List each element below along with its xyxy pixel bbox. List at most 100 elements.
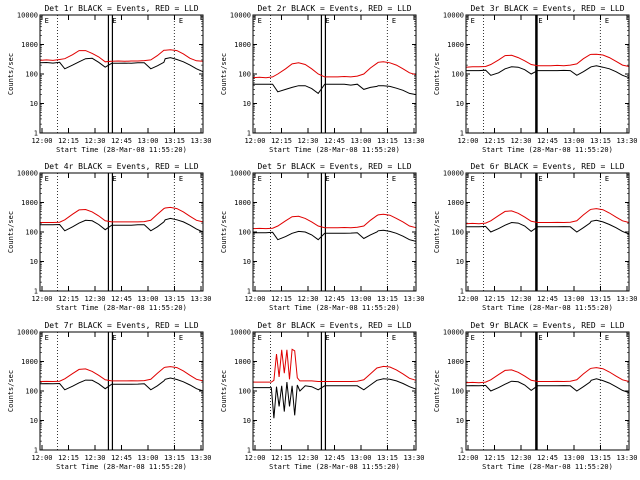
event-marker-label: E [112, 175, 116, 183]
plot-frame [465, 172, 630, 292]
series-line-red [465, 367, 630, 384]
x-tick-label: 13:00 [350, 454, 371, 462]
y-axis-label: Counts/sec [7, 53, 15, 95]
series-line-black [465, 378, 630, 394]
plot-frame [39, 172, 204, 292]
y-tick-label: 10000 [230, 170, 251, 178]
y-tick-label: 10000 [17, 329, 38, 337]
y-tick-label: 100 [238, 388, 251, 396]
x-tick-label: 12:15 [58, 454, 79, 462]
x-tick-label: 12:15 [58, 137, 79, 145]
y-tick-label: 1000 [447, 358, 464, 366]
series-line-red [465, 208, 630, 225]
y-tick-label: 10000 [443, 329, 464, 337]
plot-frame [465, 14, 630, 134]
y-tick-label: 100 [25, 229, 38, 237]
x-tick-label: 12:30 [297, 454, 318, 462]
event-marker-label: E [538, 175, 542, 183]
event-marker-label: E [471, 334, 475, 342]
chart-title: Det 3r BLACK = Events, RED = LLD [470, 4, 624, 13]
event-marker-label: E [179, 17, 183, 25]
chart-panel-9: Det 9r BLACK = Events, RED = LLD 1 10 100 10… [433, 321, 638, 471]
x-tick-label: 12:45 [324, 295, 345, 303]
x-tick-label: 12:15 [484, 454, 505, 462]
chart-panel-1: Det 1r BLACK = Events, RED = LLD 1 10 100 10… [7, 4, 212, 154]
x-tick-label: 13:30 [616, 295, 637, 303]
series-line-red [252, 213, 417, 230]
y-axis-label: Counts/sec [433, 53, 441, 95]
x-tick-label: 12:30 [84, 137, 105, 145]
x-axis-label: Start Time (28-Mar-08 11:55:20) [56, 146, 187, 154]
x-tick-label: 12:15 [484, 137, 505, 145]
event-marker-label: E [179, 334, 183, 342]
x-axis-label: Start Time (28-Mar-08 11:55:20) [482, 146, 613, 154]
x-tick-label: 12:00 [457, 137, 478, 145]
series-line-black [39, 377, 204, 392]
event-marker-label: E [258, 17, 262, 25]
event-marker-label: E [45, 175, 49, 183]
plot-frame [465, 331, 630, 451]
y-tick-label: 10 [243, 258, 251, 266]
x-tick-label: 12:15 [484, 295, 505, 303]
event-marker-label: E [605, 175, 609, 183]
x-tick-label: 12:45 [111, 454, 132, 462]
event-marker-label: E [325, 175, 329, 183]
x-tick-label: 12:30 [297, 295, 318, 303]
x-axis-label: Start Time (28-Mar-08 11:55:20) [56, 463, 187, 471]
series-line-red [252, 61, 417, 79]
y-tick-label: 100 [25, 388, 38, 396]
x-axis-label: Start Time (28-Mar-08 11:55:20) [482, 463, 613, 471]
x-tick-label: 13:30 [403, 295, 424, 303]
y-tick-label: 1000 [234, 199, 251, 207]
x-tick-label: 13:30 [190, 137, 211, 145]
plot-frame [39, 331, 204, 451]
series-line-black [40, 217, 204, 233]
y-axis-label: Counts/sec [7, 370, 15, 412]
y-axis-label: Counts/sec [220, 370, 228, 412]
y-tick-label: 10 [456, 100, 464, 108]
x-tick-label: 13:15 [164, 295, 185, 303]
y-tick-label: 1 [34, 447, 38, 455]
chart-panel-4: Det 4r BLACK = Events, RED = LLD 1 10 100 10… [7, 162, 212, 312]
chart-panel-7: Det 7r BLACK = Events, RED = LLD 1 10 100 10… [7, 321, 212, 471]
y-tick-label: 10000 [230, 329, 251, 337]
x-tick-label: 13:30 [616, 454, 637, 462]
x-tick-label: 12:30 [84, 454, 105, 462]
x-tick-label: 13:30 [616, 137, 637, 145]
chart-title: Det 2r BLACK = Events, RED = LLD [257, 4, 411, 13]
x-tick-label: 12:00 [244, 295, 265, 303]
y-tick-label: 10000 [443, 12, 464, 20]
chart-title: Det 8r BLACK = Events, RED = LLD [257, 321, 411, 330]
x-tick-label: 13:15 [590, 295, 611, 303]
x-axis-label: Start Time (28-Mar-08 11:55:20) [56, 304, 187, 312]
x-tick-label: 12:15 [271, 137, 292, 145]
y-axis-label: Counts/sec [220, 211, 228, 253]
series-line-red [39, 49, 204, 63]
x-tick-label: 13:00 [350, 295, 371, 303]
series-line-black [466, 219, 630, 235]
event-marker-label: E [392, 17, 396, 25]
y-tick-label: 10 [243, 417, 251, 425]
y-tick-label: 1000 [21, 358, 38, 366]
y-tick-label: 1000 [447, 199, 464, 207]
y-tick-label: 1 [247, 447, 251, 455]
event-marker-label: E [45, 334, 49, 342]
x-tick-label: 13:15 [164, 137, 185, 145]
y-tick-label: 1 [247, 288, 251, 296]
x-tick-label: 12:45 [324, 454, 345, 462]
event-marker-label: E [325, 17, 329, 25]
x-axis-label: Start Time (28-Mar-08 11:55:20) [269, 146, 400, 154]
event-marker-label: E [45, 17, 49, 25]
x-tick-label: 13:15 [164, 454, 185, 462]
x-tick-label: 12:00 [31, 137, 52, 145]
y-tick-label: 10 [456, 258, 464, 266]
chart-title: Det 1r BLACK = Events, RED = LLD [44, 4, 198, 13]
x-tick-label: 13:15 [377, 137, 398, 145]
x-tick-label: 13:30 [190, 295, 211, 303]
x-tick-label: 12:30 [510, 295, 531, 303]
y-tick-label: 1 [460, 447, 464, 455]
x-tick-label: 12:00 [244, 454, 265, 462]
y-tick-label: 1 [460, 130, 464, 138]
x-tick-label: 12:45 [324, 137, 345, 145]
